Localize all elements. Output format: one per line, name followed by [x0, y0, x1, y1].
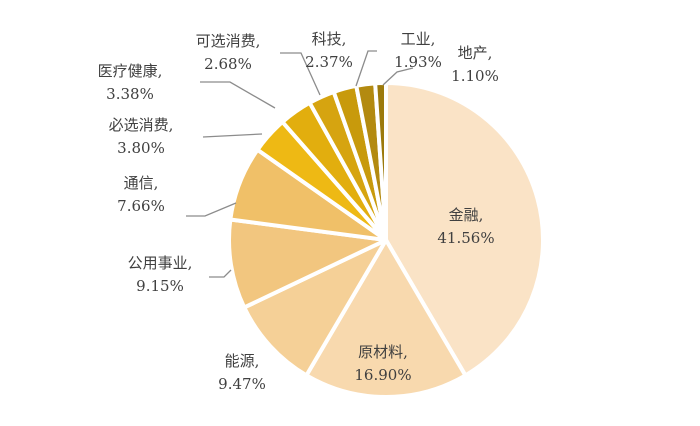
slice-label-materials: 原材料, 16.90% — [354, 343, 411, 384]
pie-slices — [227, 80, 546, 400]
pie-slice-materials — [304, 238, 468, 400]
leader-line-telecom — [186, 202, 237, 217]
slice-label-consumer-staples: 必选消费, 3.80% — [109, 116, 174, 157]
slice-label-real-estate: 地产, 1.10% — [451, 44, 499, 85]
slice-label-healthcare: 医疗健康, 3.38% — [98, 62, 163, 103]
leader-line-industrials — [382, 67, 414, 86]
slice-label-energy: 能源, 9.47% — [218, 352, 266, 393]
leader-line-technology — [355, 50, 377, 87]
leader-line-consumer-discretionary — [280, 52, 321, 96]
pie-slice-finance — [384, 81, 546, 378]
leader-line-utilities — [209, 269, 232, 278]
leader-line-healthcare — [200, 81, 276, 109]
slice-label-utilities: 公用事业, 9.15% — [128, 254, 193, 295]
slice-labels: 金融, 41.56% 原材料, 16.90% 能源, 9.47% 公用事业, 9.15% 通信,… — [98, 30, 499, 393]
slice-label-consumer-discretionary: 可选消费, 2.68% — [196, 32, 261, 73]
leader-line-consumer-staples — [202, 133, 263, 138]
slice-label-telecom: 通信, 7.66% — [117, 174, 165, 215]
slice-label-industrials: 工业, 1.93% — [394, 30, 442, 71]
slice-label-finance: 金融, 41.56% — [437, 206, 494, 247]
leader-lines — [186, 50, 414, 278]
slice-label-technology: 科技, 2.37% — [305, 30, 353, 71]
